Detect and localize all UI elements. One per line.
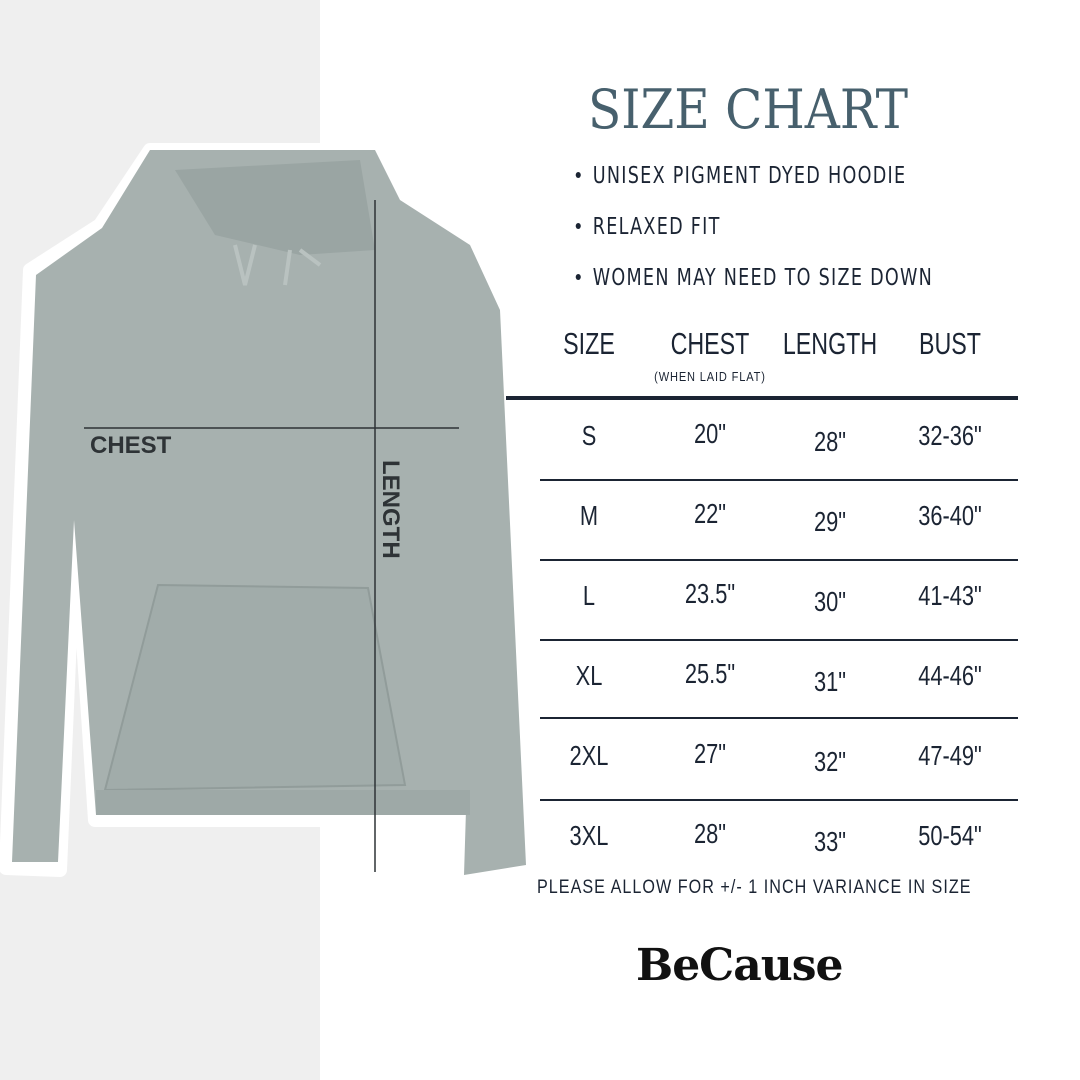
row-divider xyxy=(540,559,1018,561)
variance-note: PLEASE ALLOW FOR +/- 1 INCH VARIANCE IN … xyxy=(537,877,972,898)
header-chest: CHEST xyxy=(670,326,750,361)
table-cell: XL xyxy=(575,660,603,691)
table-cell: S xyxy=(581,420,597,451)
feature-list: UNISEX PIGMENT DYED HOODIE RELAXED FIT W… xyxy=(574,158,996,311)
row-divider xyxy=(540,799,1018,801)
table-cell: 27" xyxy=(693,738,727,769)
hoodie-image xyxy=(0,143,537,887)
table-cell: 2XL xyxy=(569,740,609,771)
list-item: RELAXED FIT xyxy=(574,209,933,260)
table-cell: L xyxy=(582,580,596,611)
page-title: SIZE CHART xyxy=(588,78,909,141)
table-cell: 32-36" xyxy=(918,420,982,451)
table-cell: 41-43" xyxy=(918,580,982,611)
header-bust: BUST xyxy=(918,326,982,361)
header-length: LENGTH xyxy=(782,326,878,361)
bullet-icon xyxy=(575,273,581,280)
table-cell: 44-46" xyxy=(918,660,982,691)
table-cell: 25.5" xyxy=(684,658,736,689)
table-cell: 23.5" xyxy=(684,578,736,609)
table-cell: 32" xyxy=(813,746,847,777)
table-cell: 47-49" xyxy=(918,740,982,771)
chest-label: CHEST xyxy=(90,432,172,459)
hoodie-pocket xyxy=(103,583,407,792)
bullet-icon xyxy=(575,171,581,178)
header-divider xyxy=(506,396,1018,400)
table-cell: 31" xyxy=(813,666,847,697)
hoodie-waistband xyxy=(96,790,470,815)
length-label: LENGTH xyxy=(377,460,404,559)
table-cell: 22" xyxy=(693,498,727,529)
table-cell: 29" xyxy=(813,506,847,537)
table-cell: M xyxy=(579,500,599,531)
table-cell: 33" xyxy=(813,826,847,857)
list-item: WOMEN MAY NEED TO SIZE DOWN xyxy=(574,260,933,311)
table-cell: 36-40" xyxy=(918,500,982,531)
brand-logo: BeCause xyxy=(636,940,843,991)
row-divider xyxy=(540,639,1018,641)
table-cell: 30" xyxy=(813,586,847,617)
list-item: UNISEX PIGMENT DYED HOODIE xyxy=(574,158,933,209)
row-divider xyxy=(540,479,1018,481)
header-size: SIZE xyxy=(563,326,615,361)
hoodie-hood-inner xyxy=(175,160,375,255)
table-cell: 28" xyxy=(693,818,727,849)
table-cell: 20" xyxy=(693,418,727,449)
row-divider xyxy=(540,717,1018,719)
chest-note: (WHEN LAID FLAT) xyxy=(654,369,766,384)
table-cell: 50-54" xyxy=(918,820,982,851)
hoodie-drawstring xyxy=(233,244,322,286)
bullet-icon xyxy=(575,222,581,229)
table-cell: 3XL xyxy=(569,820,609,851)
table-cell: 28" xyxy=(813,426,847,457)
